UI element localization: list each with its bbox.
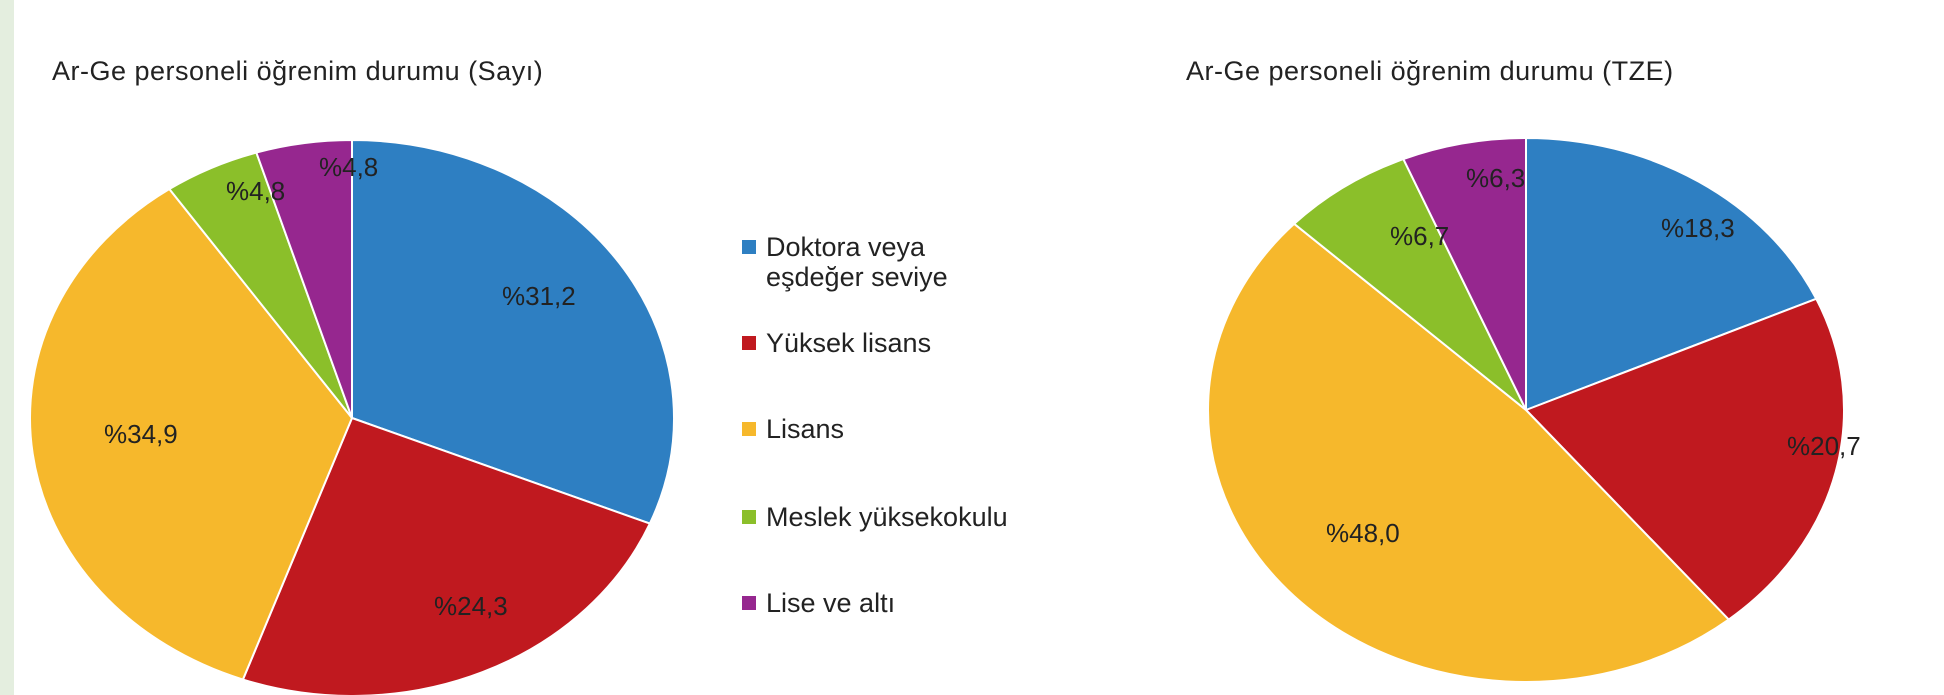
pie-1-slice-highschool <box>1401 136 1527 411</box>
pie-0-data-label-vocational: %4,8 <box>226 176 285 206</box>
pie-1-data-label-doctorate: %18,3 <box>1661 213 1735 243</box>
pie-0-data-label-bachelors: %34,9 <box>104 419 178 449</box>
pie-0-slice-highschool <box>255 138 353 419</box>
pie-1-slice-doctorate <box>1525 136 1818 412</box>
pie-0-data-label-masters: %24,3 <box>434 591 508 621</box>
pie-0-slice-bachelors <box>29 187 354 681</box>
legend-label-doctorate: Doktora veya eşdeğer seviye <box>766 232 948 292</box>
pie-0-data-label-doctorate: %31,2 <box>502 281 576 311</box>
legend-swatch-highschool <box>742 596 756 610</box>
pie-0-slice-doctorate <box>351 138 675 525</box>
pie-charts: %31,2 %24,3 %34,9 %4,8 %4,8 %18,3 %20,7 %48,0 %6… <box>29 136 1861 695</box>
pie-0-data-label-highschool: %4,8 <box>319 152 378 182</box>
chart-title-left: Ar-Ge personeli öğrenim durumu (Sayı) <box>52 56 544 86</box>
legend-label-bachelors: Lisans <box>766 414 845 444</box>
legend-label-vocational: Meslek yüksekokulu <box>766 502 1008 532</box>
chart-title-right: Ar-Ge personeli öğrenim durumu (TZE) <box>1186 56 1674 86</box>
legend-swatch-bachelors <box>742 422 756 436</box>
pie-1-slice-masters <box>1524 297 1846 621</box>
pie-1-data-label-bachelors: %48,0 <box>1326 518 1400 548</box>
legend-swatch-vocational <box>742 510 756 524</box>
legend-label-highschool: Lise ve altı <box>766 588 896 618</box>
pie-1-data-label-vocational: %6,7 <box>1390 221 1449 251</box>
legend-swatch-doctorate <box>742 240 756 254</box>
chart-canvas: Ar-Ge personeli öğrenim durumu (Sayı) Ar… <box>14 0 1944 695</box>
legend-label-masters: Yüksek lisans <box>766 328 932 358</box>
pie-1-slice-vocational <box>1292 157 1527 411</box>
legend-swatch-masters <box>742 336 756 350</box>
pie-1-data-label-highschool: %6,3 <box>1466 163 1525 193</box>
pie-1-slice-bachelors <box>1207 222 1731 683</box>
pie-1-data-label-masters: %20,7 <box>1787 431 1861 461</box>
pie-0-slice-masters <box>241 416 652 695</box>
